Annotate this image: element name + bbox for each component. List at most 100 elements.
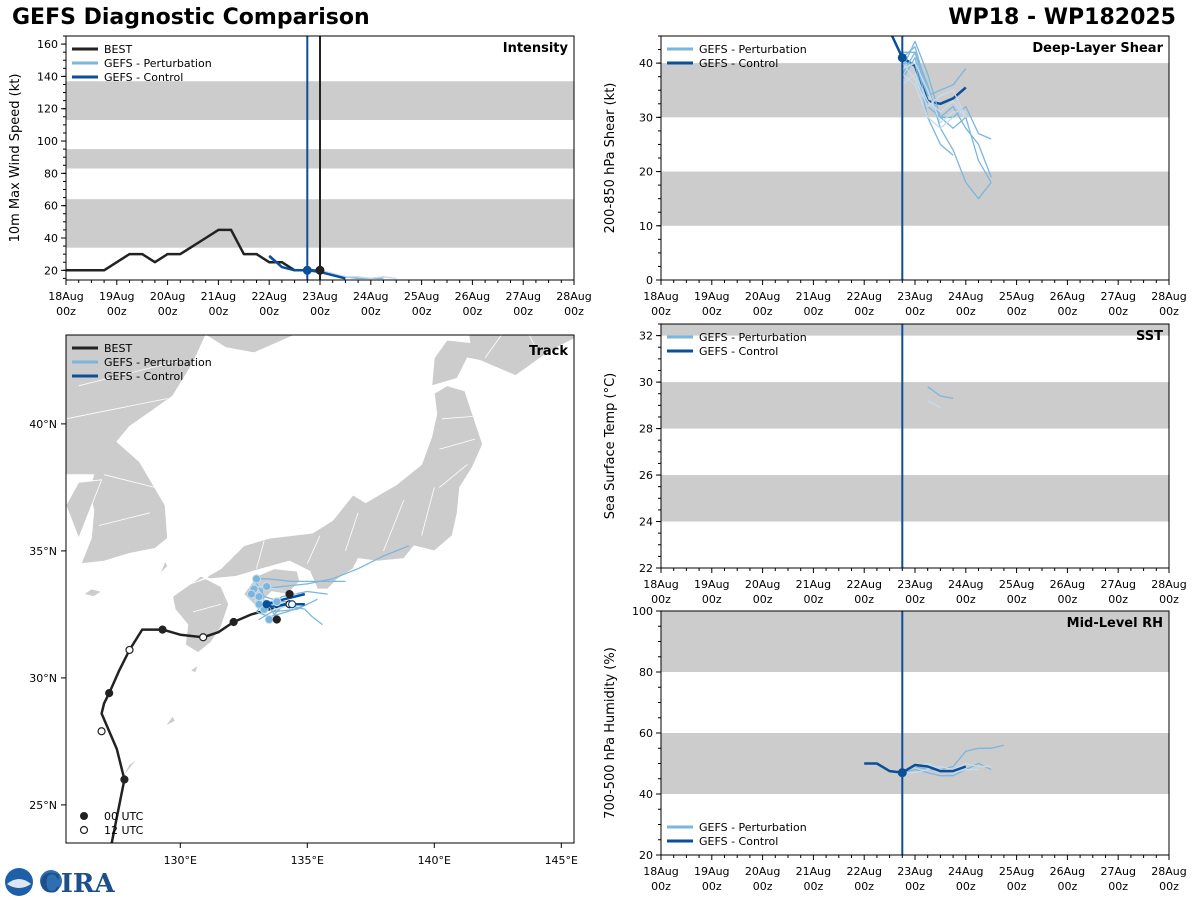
shear-plot-area: [661, 36, 1169, 280]
shear-xtick-hour: 00z: [1007, 305, 1027, 318]
rh-legend-label: GEFS - Control: [699, 835, 778, 848]
intensity-ytick-label: 120: [37, 103, 58, 116]
intensity-point-marker: [302, 265, 312, 275]
rh-xtick-hour: 00z: [905, 880, 925, 893]
sst-xtick-day: 26Aug: [1050, 578, 1085, 591]
shear-legend-label: GEFS - Control: [699, 57, 778, 70]
rh-band: [661, 733, 1169, 794]
rh-ytick-label: 20: [639, 849, 653, 862]
track-land-mass: [66, 479, 103, 540]
intensity-xtick-hour: 00z: [564, 305, 584, 318]
track-lon-label: 135°E: [291, 854, 324, 867]
intensity-ytick-label: 40: [44, 232, 58, 245]
track-lat-label: 40°N: [29, 418, 57, 431]
intensity-xtick-day: 18Aug: [48, 290, 83, 303]
intensity-xtick-hour: 00z: [56, 305, 76, 318]
sst-xtick-day: 20Aug: [745, 578, 780, 591]
rh-xtick-day: 24Aug: [948, 865, 983, 878]
rh-band: [661, 611, 1169, 672]
sst-xtick-hour: 00z: [854, 593, 874, 606]
sst-xtick-day: 22Aug: [846, 578, 881, 591]
intensity-xtick-hour: 00z: [513, 305, 533, 318]
sst-xtick-hour: 00z: [1108, 593, 1128, 606]
rh-ytick-label: 40: [639, 788, 653, 801]
shear-xtick-hour: 00z: [956, 305, 976, 318]
sst-ytick-label: 28: [639, 423, 653, 436]
track-position-marker: [120, 775, 129, 784]
shear-xtick-hour: 00z: [651, 305, 671, 318]
sst-ylabel: Sea Surface Temp (°C): [603, 373, 618, 520]
shear-ytick-label: 20: [639, 166, 653, 179]
sst-band: [661, 324, 1169, 336]
shear-ytick-label: 40: [639, 57, 653, 70]
rh-legend-label: GEFS - Perturbation: [699, 821, 807, 834]
shear-xtick-hour: 00z: [753, 305, 773, 318]
rh-series-line: [902, 762, 979, 774]
intensity-legend-label: GEFS - Control: [104, 71, 183, 84]
track-position-marker: [287, 600, 297, 609]
track-series-line: [100, 602, 303, 843]
track-ensemble-point: [264, 614, 274, 624]
sst-frame: [660, 323, 1170, 569]
shear-panel-title: Deep-Layer Shear: [1032, 41, 1163, 56]
rh-point-marker: [897, 768, 907, 778]
sst-ytick-label: 26: [639, 469, 653, 482]
track-land-mass: [82, 588, 103, 598]
rh-xtick-hour: 00z: [1007, 880, 1027, 893]
intensity-ytick-label: 100: [37, 135, 58, 148]
track-boundary-line: [439, 438, 476, 450]
shear-series-line: [902, 62, 966, 124]
sst-band: [661, 475, 1169, 522]
sst-xtick-day: 23Aug: [897, 578, 932, 591]
intensity-xtick-hour: 00z: [259, 305, 279, 318]
rh-xtick-hour: 00z: [1159, 880, 1179, 893]
intensity-legend-label: GEFS - Perturbation: [104, 57, 212, 70]
track-legend-00utc-marker: [80, 812, 88, 820]
intensity-plot-area: [66, 36, 574, 280]
rh-xtick-day: 26Aug: [1050, 865, 1085, 878]
track-land-mass: [169, 385, 484, 595]
track-boundary-line: [256, 540, 265, 569]
track-position-marker: [262, 600, 271, 609]
intensity-panel: 20 40 60 80 100 120 140 160 18Aug 00z 19Aug 00z 20Au…: [8, 35, 592, 318]
track-position-marker: [285, 589, 294, 599]
track-map-area: [66, 335, 574, 843]
rh-xtick-day: 28Aug: [1151, 865, 1186, 878]
track-boundary-line: [192, 603, 222, 613]
shear-xtick-day: 19Aug: [694, 290, 729, 303]
rh-series-line: [864, 762, 967, 774]
track-legend-label: BEST: [104, 342, 132, 355]
shear-xtick-day: 22Aug: [846, 290, 881, 303]
sst-ytick-label: 30: [639, 376, 653, 389]
sst-xtick-day: 24Aug: [948, 578, 983, 591]
rh-xtick-day: 22Aug: [846, 865, 881, 878]
track-position-marker: [199, 633, 208, 642]
track-boundary-line: [484, 335, 502, 359]
track-legend-label: GEFS - Perturbation: [104, 356, 212, 369]
track-land-mass: [121, 758, 138, 778]
rh-ytick-label: 60: [639, 727, 653, 740]
track-legend-12utc-label: 12 UTC: [104, 824, 144, 837]
intensity-ytick-label: 80: [44, 167, 58, 180]
shear-xtick-day: 27Aug: [1100, 290, 1135, 303]
rh-ytick-label: 100: [632, 605, 653, 618]
rh-xtick-hour: 00z: [1108, 880, 1128, 893]
sst-xtick-hour: 00z: [1159, 593, 1179, 606]
rh-xtick-hour: 00z: [1058, 880, 1078, 893]
sst-panel-title: SST: [1136, 329, 1163, 344]
intensity-xtick-hour: 00z: [209, 305, 229, 318]
track-land-mass: [189, 664, 199, 674]
sst-xtick-day: 18Aug: [643, 578, 678, 591]
shear-series-line: [901, 57, 992, 178]
rh-xtick-hour: 00z: [804, 880, 824, 893]
rh-plot-area: [661, 611, 1169, 855]
track-series-line: [294, 606, 323, 626]
intensity-xtick-hour: 00z: [310, 305, 330, 318]
track-lon-label: 145°E: [545, 854, 578, 867]
shear-legend-label: GEFS - Perturbation: [699, 43, 807, 56]
track-frame: [65, 334, 575, 844]
track-ensemble-point: [252, 574, 261, 584]
intensity-xtick-hour: 00z: [107, 305, 127, 318]
track-legend-00utc-label: 00 UTC: [104, 810, 144, 823]
sst-series-line: [927, 400, 941, 409]
